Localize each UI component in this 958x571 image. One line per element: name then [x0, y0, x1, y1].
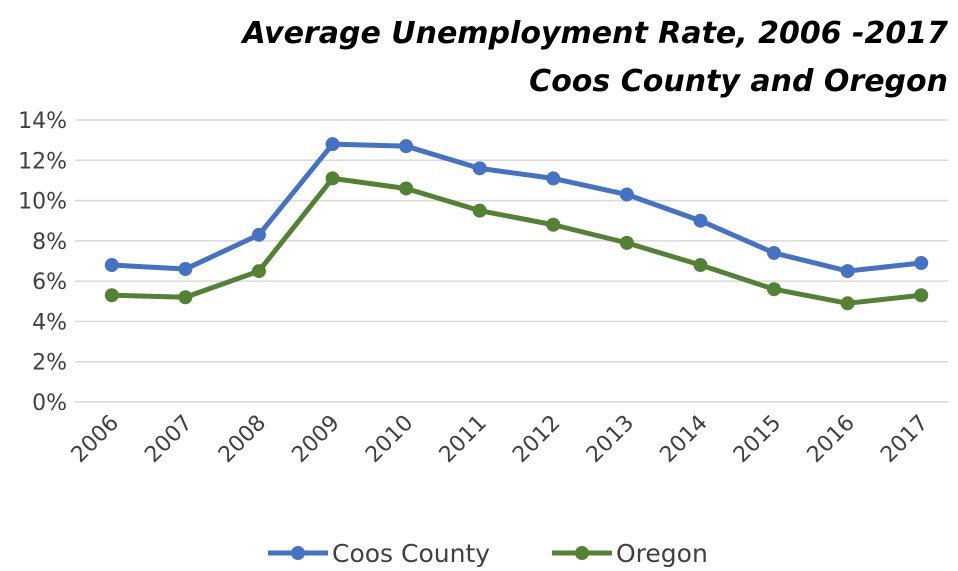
y-tick-label: 4% — [32, 310, 67, 335]
x-tick-label: 2015 — [729, 411, 786, 468]
x-tick-label: 2007 — [140, 411, 197, 468]
data-point-coos-county — [840, 264, 855, 279]
chart-title: Average Unemployment Rate, 2006 -2017 Co… — [242, 10, 948, 106]
legend-swatch-marker-oregon — [575, 546, 589, 560]
x-tick-label: 2014 — [655, 411, 712, 468]
gridlines — [75, 119, 948, 403]
y-tick-label: 10% — [18, 190, 67, 215]
data-point-oregon — [914, 288, 929, 303]
chart-title-line-2: Coos County and Oregon — [529, 64, 948, 99]
y-tick-label: 6% — [32, 270, 67, 295]
data-point-oregon — [693, 258, 708, 273]
data-point-oregon — [325, 171, 340, 186]
data-point-oregon — [472, 203, 487, 218]
y-axis-ticks: 0% 2% 4% 6% 8% 10% 12% 14% — [18, 109, 67, 416]
data-point-coos-county — [178, 262, 193, 277]
data-point-coos-county — [767, 245, 782, 260]
y-tick-label: 0% — [32, 391, 67, 416]
data-point-coos-county — [546, 171, 561, 186]
x-tick-label: 2016 — [803, 411, 860, 468]
series-line-oregon — [109, 175, 924, 306]
data-point-oregon — [104, 288, 119, 303]
x-tick-label: 2006 — [67, 411, 124, 468]
data-point-coos-county — [693, 213, 708, 228]
x-tick-label: 2013 — [582, 411, 639, 468]
data-point-oregon — [251, 264, 266, 279]
data-point-oregon — [178, 290, 193, 305]
data-point-coos-county — [914, 256, 929, 271]
x-tick-label: 2010 — [361, 411, 418, 468]
data-point-oregon — [767, 282, 782, 297]
x-tick-label: 2017 — [876, 411, 933, 468]
x-axis-ticks: 2006 2007 2008 2009 2010 2011 2012 2013 2014 2015… — [67, 411, 934, 468]
x-tick-label: 2012 — [508, 411, 565, 468]
data-point-oregon — [399, 181, 414, 196]
series-lines — [104, 137, 929, 311]
legend-label-coos-county: Coos County — [332, 539, 490, 568]
legend-label-oregon: Oregon — [616, 539, 708, 568]
legend-swatch-marker-coos-county — [291, 546, 305, 560]
data-point-oregon — [619, 235, 634, 250]
data-point-oregon — [546, 217, 561, 232]
chart-title-line-1: Average Unemployment Rate, 2006 -2017 — [242, 16, 948, 51]
x-tick-label: 2009 — [288, 411, 345, 468]
y-tick-label: 2% — [32, 351, 67, 376]
x-tick-label: 2011 — [435, 411, 492, 468]
data-point-coos-county — [399, 139, 414, 154]
data-point-coos-county — [619, 187, 634, 202]
y-tick-label: 8% — [32, 230, 67, 255]
data-point-coos-county — [104, 258, 119, 273]
x-tick-label: 2008 — [214, 411, 271, 468]
series-line-coos-county — [109, 141, 924, 274]
data-point-coos-county — [251, 227, 266, 242]
data-point-coos-county — [472, 161, 487, 176]
y-tick-label: 14% — [18, 109, 67, 134]
data-point-coos-county — [325, 137, 340, 152]
data-point-oregon — [840, 296, 855, 311]
legend: Coos County Oregon — [268, 539, 708, 568]
y-tick-label: 12% — [18, 149, 67, 174]
